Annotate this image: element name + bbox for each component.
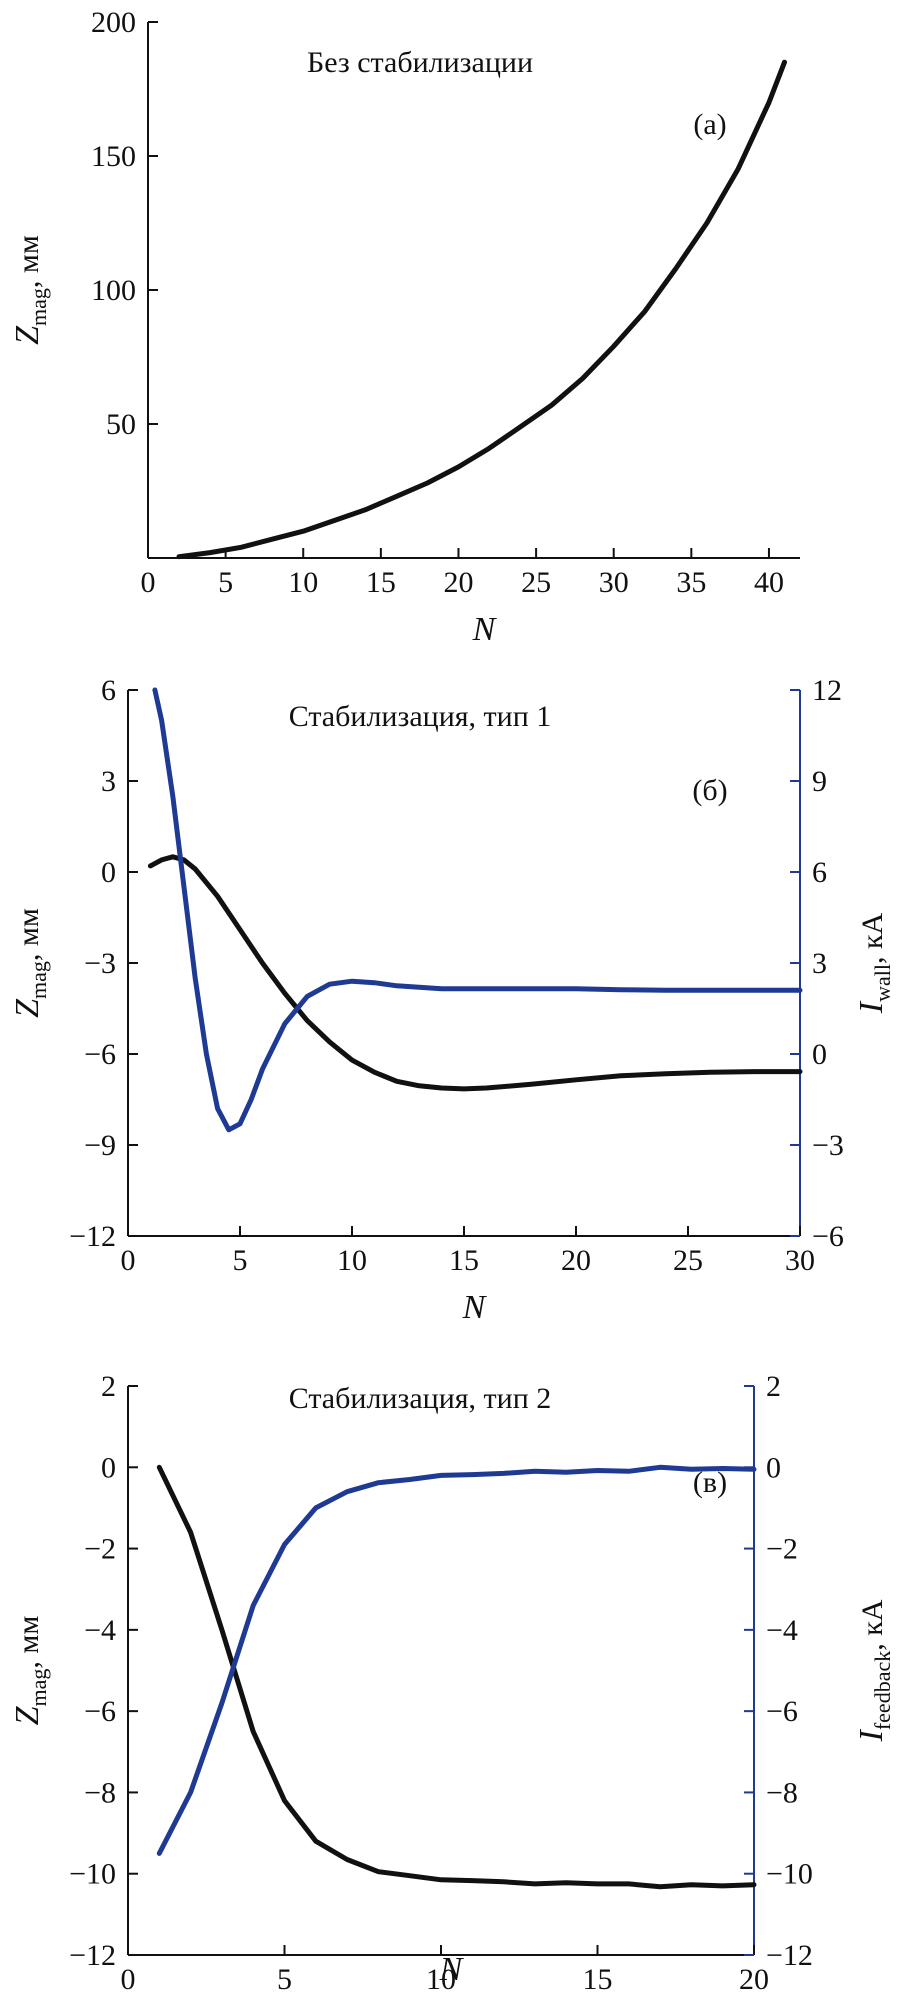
y2-tick-label: 0 <box>766 1451 781 1484</box>
y-tick-label: 2 <box>101 1370 116 1403</box>
chart-panel-3: 0 5 10 15 20−12−10−8−6−4−202−12−10−8−6−4−202… <box>9 1370 895 1996</box>
y-tick-label: −12 <box>69 1939 116 1972</box>
y2-tick-label: 12 <box>812 674 842 707</box>
y2-tick-label: 9 <box>812 765 827 798</box>
y-tick-label: 150 <box>91 140 136 173</box>
y2-tick-label: −8 <box>766 1776 798 1809</box>
chart-title: Без стабилизации <box>307 46 533 79</box>
x-tick-label: 10 <box>288 566 318 599</box>
y-tick-label: −3 <box>84 947 116 980</box>
x-tick-label: 15 <box>449 1244 479 1277</box>
chart-title: Стабилизация, тип 2 <box>289 1382 552 1415</box>
series-line-2 <box>156 1464 757 1856</box>
y2-tick-label: −2 <box>766 1533 798 1566</box>
series-line-1 <box>147 854 803 1092</box>
y-tick-label: −6 <box>84 1695 116 1728</box>
x-tick-label: 30 <box>599 566 629 599</box>
panel-label: (а) <box>693 108 726 141</box>
x-tick-label: 25 <box>673 1244 703 1277</box>
x-tick-label: 30 <box>785 1244 815 1277</box>
panel-label: (б) <box>692 774 727 807</box>
y-tick-label: −2 <box>84 1533 116 1566</box>
y2-tick-label: 6 <box>812 856 827 889</box>
x-tick-label: 5 <box>218 566 233 599</box>
x-axis-label: N <box>472 611 498 648</box>
y2-tick-label: −10 <box>766 1858 813 1891</box>
y-tick-label: −8 <box>84 1776 116 1809</box>
y-axis-label: Zmag, мм <box>9 235 51 345</box>
series-line-2 <box>152 687 803 1133</box>
y2-tick-label: −4 <box>766 1614 798 1647</box>
x-tick-label: 0 <box>121 1244 136 1277</box>
x-tick-label: 15 <box>583 1963 613 1996</box>
x-tick-label: 35 <box>676 566 706 599</box>
y-tick-label: 50 <box>106 408 136 441</box>
chart-panel-1: 0 5 10 15 20 25 30 35 40 50 100 150 200 Без стабилиза… <box>9 6 800 648</box>
y2-tick-label: −6 <box>812 1220 844 1253</box>
y2-axis-label: Iwall, кА <box>853 912 895 1014</box>
chart-title: Стабилизация, тип 1 <box>289 700 552 733</box>
y2-tick-label: 0 <box>812 1038 827 1071</box>
y-tick-label: −6 <box>84 1038 116 1071</box>
chart-panel-2: 0 5 10 15 20 25 30 −12 −9 −6 −3 0 3 6 −6 −3 0 3 6 9 12 Стабил… <box>9 674 895 1326</box>
y-tick-label: −4 <box>84 1614 116 1647</box>
series-line-1 <box>156 1464 757 1890</box>
y-tick-label: 6 <box>101 674 116 707</box>
x-tick-label: 10 <box>337 1244 367 1277</box>
y2-tick-label: −12 <box>766 1939 813 1972</box>
x-tick-label: 25 <box>521 566 551 599</box>
x-tick-label: 0 <box>121 1963 136 1996</box>
y-tick-label: 3 <box>101 765 116 798</box>
x-tick-label: 0 <box>141 566 156 599</box>
x-tick-label: 5 <box>277 1963 292 1996</box>
y-tick-label: −12 <box>69 1220 116 1253</box>
x-tick-label: 15 <box>366 566 396 599</box>
y2-axis-label: Ifeedback, кА <box>853 1599 895 1742</box>
x-tick-label: 20 <box>443 566 473 599</box>
y-axis-label: Zmag, мм <box>9 1616 51 1726</box>
y-tick-label: −10 <box>69 1858 116 1891</box>
y2-tick-label: 3 <box>812 947 827 980</box>
y-tick-label: 0 <box>101 1451 116 1484</box>
x-tick-label: 40 <box>754 566 784 599</box>
x-axis-label: N <box>462 1289 488 1326</box>
y2-tick-label: −3 <box>812 1129 844 1162</box>
y-axis-label: Zmag, мм <box>9 908 51 1018</box>
y-tick-label: 100 <box>91 274 136 307</box>
x-tick-label: 10 <box>426 1963 456 1996</box>
y2-tick-label: −6 <box>766 1695 798 1728</box>
panel-label: (в) <box>693 1466 727 1499</box>
y-tick-label: −9 <box>84 1129 116 1162</box>
x-axis-label: N <box>439 1951 465 1988</box>
x-tick-label: 20 <box>739 1963 769 1996</box>
y2-tick-label: 2 <box>766 1370 781 1403</box>
y-tick-label: 200 <box>91 6 136 39</box>
series-line-1 <box>176 59 787 560</box>
x-tick-label: 20 <box>561 1244 591 1277</box>
x-tick-label: 5 <box>233 1244 248 1277</box>
y-tick-label: 0 <box>101 856 116 889</box>
